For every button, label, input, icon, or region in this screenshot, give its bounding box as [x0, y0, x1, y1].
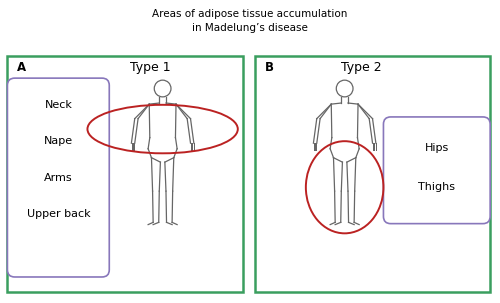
Text: Type 1: Type 1: [130, 61, 171, 74]
Text: Hips: Hips: [424, 143, 449, 153]
Text: Areas of adipose tissue accumulation
in Madelung’s disease: Areas of adipose tissue accumulation in …: [152, 9, 348, 33]
Text: Type 2: Type 2: [342, 61, 382, 74]
FancyBboxPatch shape: [255, 56, 490, 291]
Text: Arms: Arms: [44, 173, 72, 183]
Text: Upper back: Upper back: [26, 209, 90, 219]
Text: A: A: [17, 61, 26, 74]
Text: B: B: [264, 61, 274, 74]
Text: Nape: Nape: [44, 136, 73, 146]
FancyBboxPatch shape: [8, 56, 242, 291]
Text: Neck: Neck: [44, 100, 72, 110]
FancyBboxPatch shape: [384, 117, 490, 224]
Text: Thighs: Thighs: [418, 182, 456, 192]
FancyBboxPatch shape: [8, 78, 110, 277]
